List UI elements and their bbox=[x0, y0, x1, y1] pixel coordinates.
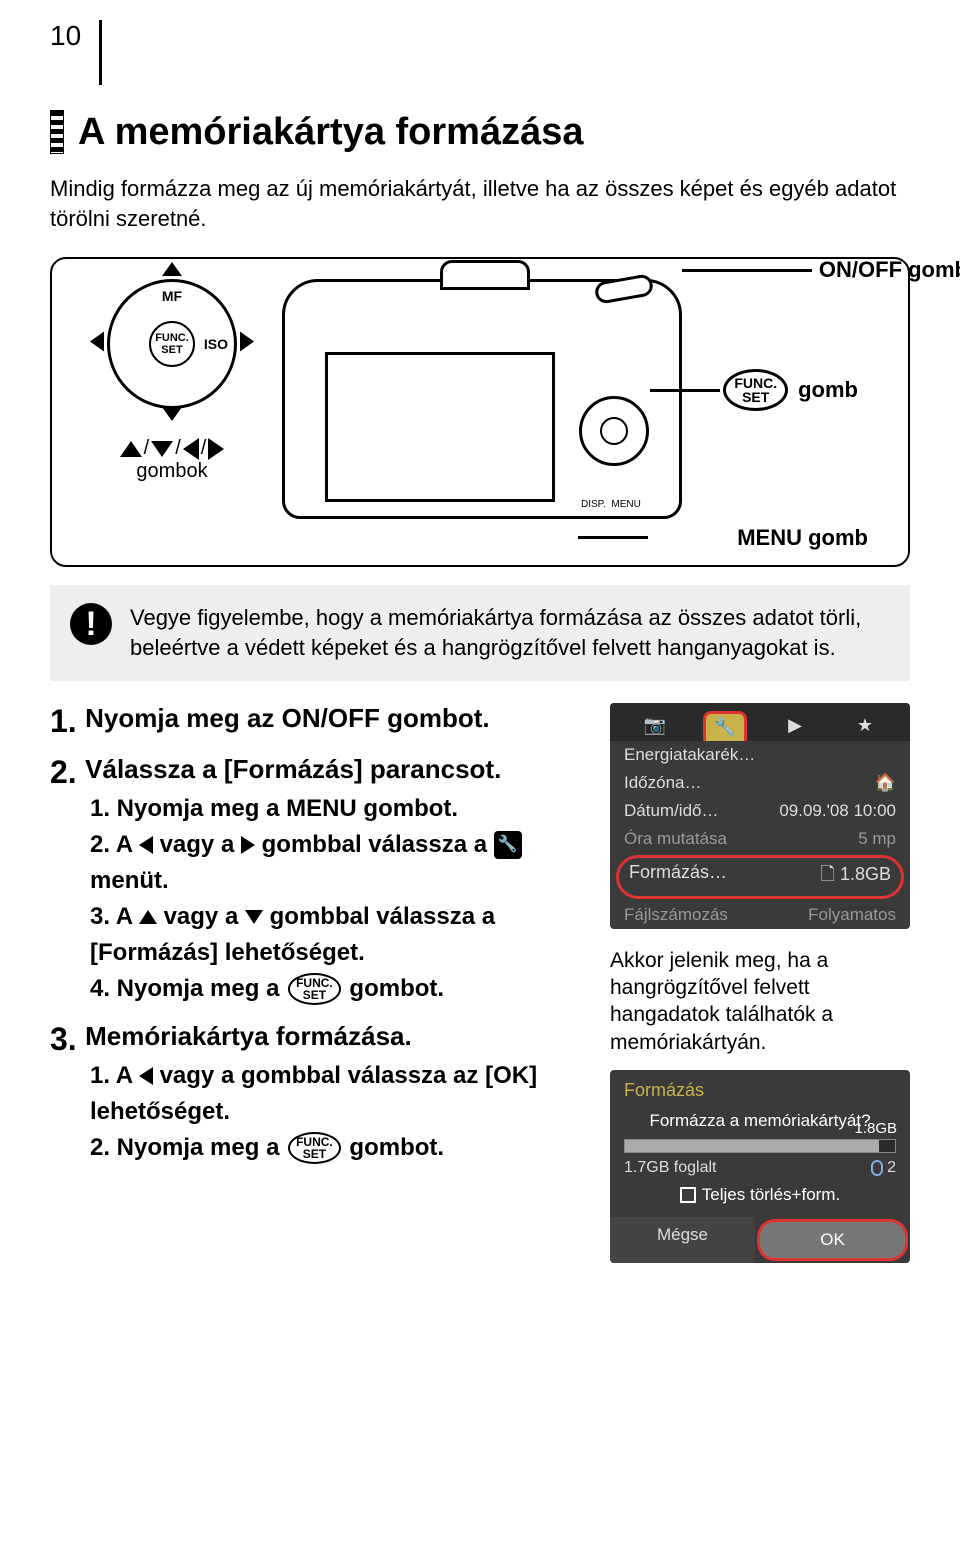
menu-label: MENU gomb bbox=[737, 525, 868, 551]
dpad-iso-label: ISO bbox=[204, 336, 228, 352]
arrow-down-icon bbox=[245, 910, 263, 924]
tools-tab-icon: 🔧 bbox=[703, 711, 747, 741]
warning-box: ! Vegye figyelembe, hogy a memóriakártya… bbox=[50, 585, 910, 680]
arrow-right-icon bbox=[241, 836, 255, 854]
title-ornament bbox=[50, 110, 64, 154]
step-3-sub1: 1. A vagy a gombbal válassza az [OK] leh… bbox=[90, 1058, 584, 1130]
dialog-title: Formázás bbox=[610, 1080, 910, 1107]
arrow-left-icon bbox=[139, 1067, 153, 1085]
funcset-icon: FUNC.SET bbox=[288, 973, 341, 1005]
full-erase-checkbox: Teljes törlés+form. bbox=[610, 1179, 910, 1211]
camera-back-illustration: DISP. MENU bbox=[282, 279, 682, 519]
screenshot-caption: Akkor jelenik meg, ha a hangrögzítővel f… bbox=[610, 947, 910, 1056]
storage-total: 1.8GB bbox=[854, 1120, 897, 1137]
step-2-sub3: 3. A vagy a gombbal válassza a [Formázás… bbox=[90, 899, 584, 971]
page-number: 10 bbox=[50, 20, 102, 85]
menu-row: FájlszámozásFolyamatos bbox=[610, 901, 910, 929]
funcset-label: FUNC.SET gomb bbox=[723, 369, 858, 411]
step-3-sub2: 2. Nyomja meg a FUNC.SET gombot. bbox=[90, 1130, 584, 1166]
dpad-icon: MF ISO FUNC.SET bbox=[107, 279, 237, 409]
dpad-mf-label: MF bbox=[162, 288, 182, 304]
menu-row: Időzóna…🏠 bbox=[610, 769, 910, 797]
arrow-left-icon bbox=[139, 836, 153, 854]
step-2-sub1: 1. Nyomja meg a MENU gombot. bbox=[90, 791, 584, 827]
menu-row-highlighted: Formázás…🗋 1.8GB bbox=[616, 855, 904, 899]
warning-icon: ! bbox=[70, 603, 112, 645]
funcset-icon: FUNC.SET bbox=[288, 1132, 341, 1164]
cancel-button: Mégse bbox=[610, 1217, 755, 1263]
arrow-up-icon bbox=[162, 262, 182, 276]
step-2-sub2: 2. A vagy a gombbal válassza a 🔧 menüt. bbox=[90, 827, 584, 899]
menu-row: Óra mutatása5 mp bbox=[610, 825, 910, 853]
camera-diagram: MF ISO FUNC.SET /// gombok DISP. MENU bbox=[50, 257, 910, 567]
step-2: 2 Válassza a [Formázás] parancsot. 1. Ny… bbox=[50, 754, 584, 1007]
intro-text: Mindig formázza meg az új memóriakártyát… bbox=[50, 174, 910, 233]
step-3: 3 Memóriakártya formázása. 1. A vagy a g… bbox=[50, 1021, 584, 1166]
ok-button: OK bbox=[757, 1219, 908, 1261]
menu-row: Dátum/idő…09.09.'08 10:00 bbox=[610, 797, 910, 825]
warning-text: Vegye figyelembe, hogy a memóriakártya f… bbox=[130, 603, 890, 662]
onoff-label: ON/OFF gomb bbox=[819, 257, 960, 283]
tools-tab-icon: 🔧 bbox=[494, 831, 522, 859]
audio-count: 2 bbox=[867, 1159, 896, 1177]
play-tab-icon: ▶ bbox=[773, 711, 817, 741]
camera-tab-icon: 📷 bbox=[633, 711, 677, 741]
menu-screenshot: 📷 🔧 ▶ ★ Energiatakarék…Időzóna…🏠Dátum/id… bbox=[610, 703, 910, 929]
main-title: A memóriakártya formázása bbox=[78, 111, 584, 154]
storage-used: 1.7GB foglalt bbox=[624, 1159, 717, 1177]
arrow-left-icon bbox=[90, 332, 104, 352]
microphone-icon bbox=[871, 1160, 883, 1176]
arrow-right-icon bbox=[240, 332, 254, 352]
arrow-up-icon bbox=[139, 910, 157, 924]
arrow-down-icon bbox=[162, 407, 182, 421]
step-2-sub4: 4. Nyomja meg a FUNC.SET gombot. bbox=[90, 971, 584, 1007]
arrow-buttons-label: /// gombok bbox=[82, 437, 262, 483]
star-tab-icon: ★ bbox=[843, 711, 887, 741]
storage-bar: 1.8GB bbox=[624, 1139, 896, 1153]
dpad-funcset-icon: FUNC.SET bbox=[149, 321, 195, 367]
menu-row: Energiatakarék… bbox=[610, 741, 910, 769]
step-1: 1 Nyomja meg az ON/OFF gombot. bbox=[50, 703, 584, 740]
format-dialog-screenshot: Formázás Formázza a memóriakártyát? 1.8G… bbox=[610, 1070, 910, 1263]
